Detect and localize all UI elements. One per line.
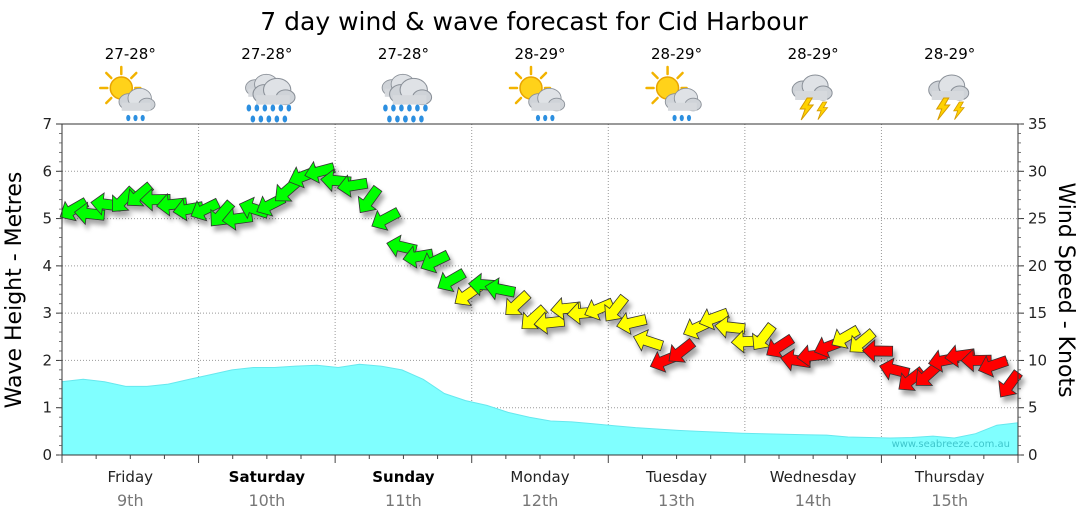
left-tick-label: 6 [42, 162, 52, 180]
day-date-label: 11th [385, 491, 422, 510]
left-tick-label: 1 [42, 399, 52, 417]
right-tick-label: 35 [1028, 115, 1047, 133]
day-name-label: Sunday [372, 468, 435, 486]
wind-arrow [505, 289, 532, 316]
temperature-label: 28-29° [651, 45, 702, 63]
heavy-rain-icon [246, 74, 295, 122]
day-name-label: Saturday [229, 468, 306, 486]
wind-arrow [604, 293, 630, 322]
right-axis: 0 5 10 15 20 25 30 35 [1018, 115, 1047, 464]
x-axis: Friday 9th Saturday 10th Sunday 11th Monday 12t… [61, 455, 1019, 510]
wind-arrow [59, 197, 90, 222]
day-date-label: 15th [931, 491, 968, 510]
temperature-label: 27-28° [105, 45, 156, 63]
wind-arrow [371, 207, 402, 231]
wind-arrow [336, 174, 369, 198]
left-tick-label: 2 [42, 351, 52, 369]
chart-title: 7 day wind & wave forecast for Cid Harbo… [260, 7, 808, 36]
heavy-rain-icon [382, 74, 431, 122]
wind-arrow [155, 192, 188, 217]
right-tick-label: 0 [1028, 446, 1038, 464]
wind-arrow [849, 328, 877, 353]
wind-arrow [420, 249, 451, 274]
thunderstorm-icon [792, 75, 832, 120]
right-axis-title: Wind Speed - Knots [1053, 182, 1078, 397]
wave-height-area [61, 363, 1019, 456]
day-forecast-header: 27-28° 27-28° 27-28° 28-29° 28-29° 28-29° 28-2… [100, 45, 975, 123]
wind-arrow [977, 355, 1009, 378]
day-date-label: 14th [795, 491, 832, 510]
wind-arrow [304, 160, 336, 184]
left-axis-title: Wave Height - Metres [2, 172, 27, 409]
right-tick-label: 5 [1028, 399, 1038, 417]
wind-arrow [126, 181, 155, 207]
right-tick-label: 30 [1028, 162, 1047, 180]
wind-arrow [484, 277, 517, 301]
temperature-label: 28-29° [514, 45, 565, 63]
wind-arrow [998, 369, 1023, 398]
wind-arrows [59, 160, 1023, 398]
wind-arrow [960, 348, 992, 373]
wind-arrow [831, 324, 861, 349]
day-date-label: 10th [248, 491, 285, 510]
thunderstorm-icon [929, 75, 969, 120]
wind-arrow [437, 268, 467, 293]
wind-arrow [584, 297, 615, 321]
day-name-label: Friday [108, 468, 154, 486]
wind-arrow [632, 329, 665, 352]
wind-arrow [752, 322, 777, 351]
left-tick-label: 4 [42, 257, 52, 275]
day-name-label: Wednesday [770, 468, 857, 486]
day-name-label: Tuesday [645, 468, 707, 486]
right-tick-label: 20 [1028, 257, 1047, 275]
day-name-label: Thursday [914, 468, 985, 486]
day-date-label: 13th [658, 491, 695, 510]
wind-arrow [944, 344, 976, 368]
plot-area [59, 123, 1023, 456]
left-tick-label: 7 [42, 115, 52, 133]
wind-arrow [616, 311, 648, 336]
sun-cloud-rain-icon [647, 67, 702, 121]
wind-arrow [714, 315, 746, 339]
temperature-label: 27-28° [241, 45, 292, 63]
wind-arrow [402, 245, 434, 269]
wind-arrow [668, 337, 697, 363]
day-date-label: 12th [522, 491, 559, 510]
right-tick-label: 10 [1028, 351, 1047, 369]
temperature-label: 28-29° [788, 45, 839, 63]
right-tick-label: 25 [1028, 210, 1047, 228]
left-tick-label: 0 [42, 446, 52, 464]
sun-cloud-rain-icon [510, 67, 565, 121]
day-date-label: 9th [117, 491, 144, 510]
left-tick-label: 5 [42, 210, 52, 228]
left-axis: 0 1 2 3 4 5 6 7 [42, 115, 62, 464]
credit-text: www.seabreeze.com.au [892, 439, 1010, 450]
sun-cloud-rain-icon [100, 67, 155, 121]
wind-arrow [698, 307, 730, 331]
wind-arrow [357, 184, 383, 214]
day-name-label: Monday [510, 468, 569, 486]
temperature-label: 27-28° [378, 45, 429, 63]
wind-arrow [862, 339, 894, 363]
wind-arrow [766, 333, 796, 359]
right-tick-label: 15 [1028, 304, 1047, 322]
temperature-label: 28-29° [924, 45, 975, 63]
wind-arrow [190, 197, 221, 222]
left-tick-label: 3 [42, 304, 52, 322]
wind-arrow [550, 296, 582, 321]
